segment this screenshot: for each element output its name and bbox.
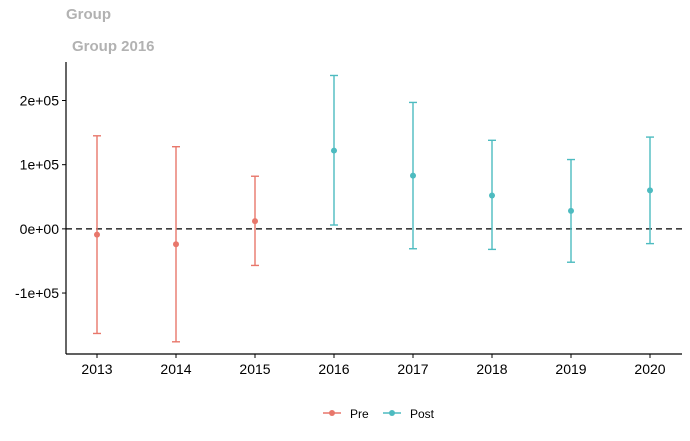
legend-label: Pre (350, 407, 369, 421)
point-estimate (252, 218, 258, 225)
point-estimate (173, 241, 179, 248)
point-estimate (489, 192, 495, 199)
legend-label: Post (410, 407, 435, 421)
y-tick-label: 2e+05 (20, 93, 60, 109)
chart-title: Group (66, 6, 111, 23)
y-tick-label: -1e+05 (15, 285, 59, 301)
point-estimate (410, 172, 416, 179)
chart-subtitle: Group 2016 (72, 38, 155, 55)
legend-key-point (329, 410, 335, 416)
legend-key-point (389, 410, 395, 416)
x-tick-label: 2018 (476, 361, 507, 377)
point-estimate (647, 187, 653, 194)
point-estimate (331, 147, 337, 154)
x-tick-label: 2013 (81, 361, 112, 377)
x-tick-label: 2017 (397, 361, 428, 377)
y-tick-label: 1e+05 (20, 157, 60, 173)
x-tick-label: 2014 (160, 361, 191, 377)
x-tick-label: 2019 (555, 361, 586, 377)
point-estimate (94, 231, 100, 238)
x-tick-label: 2016 (318, 361, 349, 377)
x-tick-label: 2015 (239, 361, 270, 377)
y-tick-label: 0e+00 (20, 221, 60, 237)
point-estimate (568, 207, 574, 214)
x-tick-label: 2020 (634, 361, 665, 377)
